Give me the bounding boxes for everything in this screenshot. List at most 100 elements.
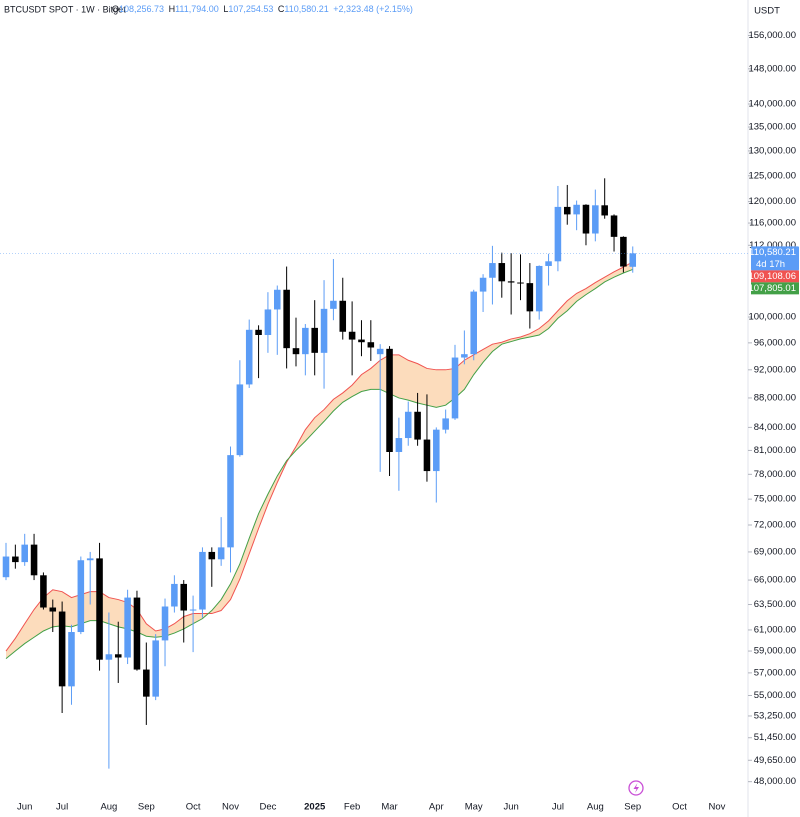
candle-body [563,206,571,215]
y-tick-label: 84,000.00 [754,422,796,433]
candle-body [526,283,534,312]
candle-body [236,384,244,456]
chart-title: BTCUSDT SPOT · 1W · Bitget [4,4,126,14]
x-tick-label: Nov [222,802,239,813]
candle-body [30,544,38,576]
change: +2,323.48 (+2.15%) [333,4,413,14]
y-tick-label: 112,000.00 [749,240,796,251]
y-tick-label: 88,000.00 [754,392,796,403]
candle-body [489,263,496,278]
candle-body [629,253,637,267]
x-tick-label: Nov [708,802,725,813]
candle-body [339,300,347,332]
candle-body [12,556,19,563]
candle-body [442,418,449,430]
candle-body [283,289,290,349]
x-tick-label: Jun [503,802,518,813]
y-tick-label: 63,500.00 [754,599,796,610]
y-tick-label: 130,000.00 [748,145,796,156]
candles [2,178,637,769]
candle-body [40,575,47,608]
y-tick-label: 96,000.00 [754,337,796,348]
candle-body [582,204,590,234]
overlay-price-box [751,270,799,283]
x-tick-label: Apr [429,802,444,813]
y-tick-label: 140,000.00 [748,99,796,110]
candle-body [274,289,281,310]
ohlc-key: C [278,4,285,14]
candle-body [601,205,608,216]
candle-body [507,281,515,283]
x-tick-label: Jul [552,802,564,813]
candle-body [554,206,562,262]
ohlc-value: 110,580.21 [284,4,328,14]
candle-body [376,348,384,355]
x-tick-label: Oct [186,802,201,813]
overlay-price-label: 107,805.01 [748,283,796,294]
candle-body [320,308,328,353]
ohlc-value: 107,254.53 [228,4,273,14]
icon-bolt [633,783,639,793]
candle-body [199,551,206,610]
candle-body [68,632,75,687]
y-unit: USDT [754,6,780,17]
y-tick-label: 51,450.00 [754,732,796,743]
candle-body [58,611,66,687]
overlay-line [5,268,633,659]
candle-body [386,348,393,452]
candle-body [21,544,28,563]
candle-body [423,439,431,472]
countdown-label: 4d 17h [756,259,785,270]
candle-body [255,329,262,336]
x-tick-label: Aug [100,802,117,813]
candle-body [105,654,113,660]
candle-body [96,558,103,660]
ohlc-key: O [112,4,119,14]
candle-body [535,265,543,312]
y-tick-label: 61,000.00 [754,624,796,635]
y-tick-label: 72,000.00 [754,520,796,531]
y-tick-label: 156,000.00 [748,30,796,41]
y-tick-label: 135,000.00 [748,122,796,133]
overlay-price-box [751,282,799,295]
ohlc-key: H [169,4,176,14]
candle-body [414,411,421,440]
y-tick-label: 125,000.00 [748,170,796,181]
candle-body [348,331,356,340]
candle-body [77,560,85,633]
y-tick-label: 69,000.00 [754,546,796,557]
candle-body [292,348,300,355]
candle-body [227,455,234,548]
replay-icon[interactable] [628,780,644,796]
x-tick-label: Feb [344,802,360,813]
candle-body [367,342,375,348]
candle-body [311,327,318,353]
candle-body [133,597,141,670]
x-tick-label: Jul [56,802,68,813]
x-tick-label: Mar [381,802,397,813]
candle-body [180,583,188,611]
candle-body [479,277,487,292]
overlays [6,261,633,659]
y-tick-label: 48,000.00 [754,776,796,787]
candle-body [517,282,524,284]
overlay-band [6,261,633,659]
y-tick-label: 49,650.00 [754,755,796,766]
y-tick-label: 59,000.00 [754,646,796,657]
ohlc-key: L [223,4,228,14]
y-tick-label: 75,000.00 [754,494,796,505]
x-tick-label: Jun [17,802,32,813]
overlay-line [5,261,633,652]
candle-body [302,327,309,355]
candle-body [208,551,216,560]
y-tick-label: 55,000.00 [754,690,796,701]
x-tick-label: Oct [672,802,687,813]
candle-body [451,357,459,419]
candle-body [358,339,365,343]
candle-body [470,291,477,355]
candle-body [86,558,94,561]
x-tick-label: Sep [138,802,155,813]
